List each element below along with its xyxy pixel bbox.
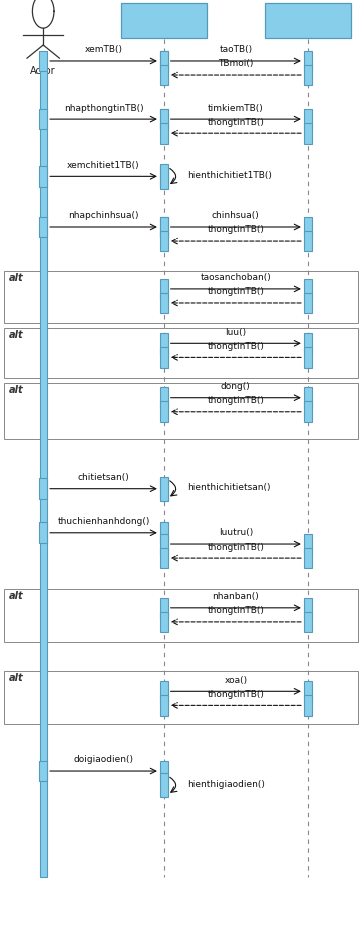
Bar xyxy=(160,51,168,71)
Bar xyxy=(304,65,312,85)
Bar xyxy=(304,387,312,408)
Text: chinhsua(): chinhsua() xyxy=(212,211,260,220)
Text: nhapthongtinTB(): nhapthongtinTB() xyxy=(64,103,143,113)
Text: thongtinTB(): thongtinTB() xyxy=(207,396,264,405)
Bar xyxy=(4,589,358,642)
Text: Actor: Actor xyxy=(30,66,56,76)
Bar xyxy=(160,761,168,781)
Text: alt: alt xyxy=(9,673,24,683)
Bar xyxy=(304,534,312,554)
Bar xyxy=(4,328,358,378)
Bar xyxy=(160,123,168,144)
Text: alt: alt xyxy=(9,591,24,601)
Text: chitietsan(): chitietsan() xyxy=(78,473,129,482)
Text: nhapchinhsua(): nhapchinhsua() xyxy=(68,211,139,220)
Bar xyxy=(160,387,168,408)
Bar xyxy=(304,293,312,313)
Text: thongtinTB(): thongtinTB() xyxy=(207,689,264,699)
Text: taosanchoban(): taosanchoban() xyxy=(201,273,271,282)
Bar xyxy=(39,217,47,237)
Text: thongtinTB(): thongtinTB() xyxy=(207,542,264,552)
Text: xemchitiet1TB(): xemchitiet1TB() xyxy=(67,160,140,170)
Bar xyxy=(304,548,312,568)
Bar xyxy=(121,3,207,38)
Bar xyxy=(304,598,312,618)
Bar xyxy=(160,773,168,797)
Bar xyxy=(304,333,312,354)
Text: hienthigiaodien(): hienthigiaodien() xyxy=(187,779,265,789)
Bar xyxy=(304,109,312,129)
Text: xemTB(): xemTB() xyxy=(85,45,122,54)
Bar xyxy=(304,347,312,368)
Bar xyxy=(39,109,47,129)
Bar xyxy=(304,401,312,422)
Text: xoa(): xoa() xyxy=(224,675,247,685)
Bar xyxy=(39,761,47,781)
Bar xyxy=(265,3,351,38)
Bar xyxy=(304,51,312,71)
Text: dong(): dong() xyxy=(221,382,251,391)
Bar xyxy=(160,522,168,543)
Bar xyxy=(39,51,47,71)
Bar xyxy=(4,271,358,323)
Bar xyxy=(160,293,168,313)
Bar xyxy=(39,166,47,187)
Bar xyxy=(160,109,168,129)
Bar xyxy=(160,681,168,702)
Text: giao dien
tang va ban: giao dien tang va ban xyxy=(134,9,193,32)
Bar xyxy=(160,51,168,71)
Bar xyxy=(160,612,168,632)
Bar xyxy=(304,681,312,702)
Text: hienthichitietsan(): hienthichitietsan() xyxy=(187,483,271,492)
Bar xyxy=(304,695,312,716)
Bar xyxy=(160,217,168,237)
Bar xyxy=(39,478,47,499)
Bar xyxy=(160,478,168,499)
Text: alt: alt xyxy=(9,330,24,340)
Text: alt: alt xyxy=(9,273,24,283)
Bar xyxy=(160,347,168,368)
Text: thongtinTB(): thongtinTB() xyxy=(207,606,264,615)
Bar xyxy=(304,217,312,237)
Text: luutru(): luutru() xyxy=(219,528,253,537)
Bar xyxy=(39,522,47,543)
Bar xyxy=(160,598,168,618)
Text: alt: alt xyxy=(9,385,24,395)
Bar xyxy=(304,231,312,251)
Bar xyxy=(160,231,168,251)
Text: hienthichitiet1TB(): hienthichitiet1TB() xyxy=(187,171,272,180)
Text: thuchienhanhdong(): thuchienhanhdong() xyxy=(57,517,150,526)
Text: thongtinTB(): thongtinTB() xyxy=(207,225,264,234)
Bar xyxy=(160,477,168,501)
Text: luu(): luu() xyxy=(225,327,246,337)
Bar xyxy=(40,70,47,877)
Bar xyxy=(160,279,168,299)
Text: doigiaodien(): doigiaodien() xyxy=(73,755,134,764)
Bar xyxy=(304,123,312,144)
Bar xyxy=(160,548,168,568)
Bar xyxy=(4,383,358,439)
Text: thongtinTB(): thongtinTB() xyxy=(207,117,264,127)
Bar xyxy=(304,279,312,299)
Bar xyxy=(160,534,168,554)
Bar xyxy=(160,109,168,129)
Bar xyxy=(4,671,358,724)
Bar xyxy=(160,164,168,189)
Text: thongtinTB(): thongtinTB() xyxy=(207,287,264,296)
Text: TBmoi(): TBmoi() xyxy=(218,59,253,68)
Bar xyxy=(160,217,168,237)
Bar xyxy=(304,612,312,632)
Bar xyxy=(160,333,168,354)
Bar xyxy=(160,166,168,187)
Bar xyxy=(160,695,168,716)
Text: taoTB(): taoTB() xyxy=(219,45,252,54)
Text: thongtinTB(): thongtinTB() xyxy=(207,341,264,351)
Text: timkiemTB(): timkiemTB() xyxy=(208,103,264,113)
Bar xyxy=(160,401,168,422)
Text: nhanban(): nhanban() xyxy=(212,592,259,601)
Text: tang va ban: tang va ban xyxy=(278,16,337,25)
Bar xyxy=(160,65,168,85)
